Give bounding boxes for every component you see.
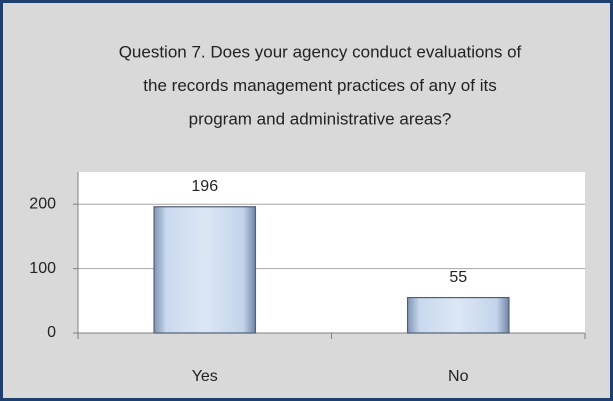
bar [406, 296, 510, 334]
x-tick-label: No [448, 368, 469, 385]
y-tick-label: 0 [47, 324, 56, 341]
bar [153, 206, 257, 334]
y-tick-label: 200 [29, 195, 56, 212]
data-label: 196 [191, 178, 218, 195]
title-line: the records management practices of any … [143, 76, 496, 95]
y-tick-label: 100 [29, 260, 56, 277]
chart-title: Question 7. Does your agency conduct eva… [119, 42, 522, 128]
x-tick-label: Yes [192, 368, 218, 385]
title-line: program and administrative areas? [189, 109, 452, 128]
title-line: Question 7. Does your agency conduct eva… [119, 42, 522, 61]
data-label: 55 [449, 269, 467, 286]
